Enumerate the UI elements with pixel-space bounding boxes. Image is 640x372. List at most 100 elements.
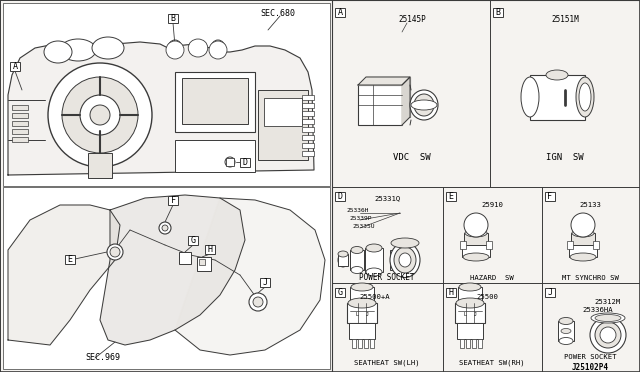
Bar — [260, 278, 270, 287]
Text: 25145P: 25145P — [398, 16, 426, 25]
Bar — [240, 158, 250, 167]
Text: J25102P4: J25102P4 — [572, 362, 609, 372]
Bar — [464, 233, 488, 245]
Text: L: L — [356, 312, 358, 317]
Ellipse shape — [559, 317, 573, 324]
Ellipse shape — [348, 298, 376, 308]
Ellipse shape — [559, 337, 573, 344]
Bar — [460, 241, 466, 249]
Bar — [302, 151, 314, 156]
Bar — [12, 105, 28, 110]
Text: 25133: 25133 — [579, 202, 601, 208]
Circle shape — [80, 95, 120, 135]
Ellipse shape — [351, 247, 363, 253]
Bar — [182, 78, 248, 124]
Ellipse shape — [399, 253, 411, 267]
Text: D: D — [243, 158, 248, 167]
Bar — [478, 339, 482, 348]
Bar — [175, 140, 255, 172]
Text: 25500+A: 25500+A — [360, 294, 390, 300]
Bar — [446, 192, 456, 201]
Bar — [460, 339, 464, 348]
Ellipse shape — [465, 221, 487, 229]
Bar — [12, 129, 28, 134]
Ellipse shape — [188, 39, 208, 57]
Text: IGN  SW: IGN SW — [546, 154, 584, 163]
Polygon shape — [402, 77, 410, 125]
Circle shape — [107, 244, 123, 260]
Circle shape — [464, 213, 488, 237]
Circle shape — [90, 105, 110, 125]
Ellipse shape — [561, 328, 571, 334]
Text: J: J — [474, 312, 476, 317]
Text: J: J — [365, 312, 369, 317]
Text: 25500: 25500 — [476, 294, 498, 300]
Ellipse shape — [211, 40, 225, 56]
Ellipse shape — [595, 314, 621, 321]
Ellipse shape — [191, 40, 205, 56]
Ellipse shape — [338, 251, 348, 257]
Bar — [175, 72, 255, 132]
Text: E: E — [449, 192, 454, 201]
Ellipse shape — [366, 244, 382, 252]
Text: A: A — [13, 62, 17, 71]
Bar — [188, 236, 198, 245]
Bar — [10, 62, 20, 71]
Bar — [486, 241, 492, 249]
Bar — [366, 77, 410, 117]
Text: L: L — [463, 312, 467, 317]
Bar — [446, 288, 456, 297]
Text: G: G — [191, 236, 195, 245]
Polygon shape — [175, 198, 325, 355]
Circle shape — [162, 225, 168, 231]
Text: SEC.969: SEC.969 — [85, 353, 120, 362]
Bar — [390, 250, 410, 270]
Bar — [258, 90, 308, 160]
Text: 25151M: 25151M — [551, 16, 579, 25]
Circle shape — [110, 247, 120, 257]
Bar — [530, 75, 585, 120]
Ellipse shape — [572, 221, 594, 229]
Bar — [88, 153, 112, 178]
Bar — [350, 287, 374, 303]
Bar — [352, 339, 356, 348]
Bar — [335, 192, 345, 201]
Ellipse shape — [44, 41, 72, 63]
Bar — [358, 339, 362, 348]
Text: MT SYNCHRO SW: MT SYNCHRO SW — [561, 275, 618, 281]
Bar — [197, 257, 211, 271]
Text: H: H — [207, 245, 212, 254]
Bar — [493, 8, 503, 17]
Bar — [350, 250, 364, 270]
Text: 25312M: 25312M — [595, 299, 621, 305]
Bar — [302, 135, 314, 140]
Text: F: F — [170, 196, 175, 205]
Bar — [302, 111, 314, 116]
Text: POWER SOCKET: POWER SOCKET — [359, 273, 415, 282]
Bar — [593, 241, 599, 249]
Text: B: B — [170, 14, 175, 23]
Circle shape — [159, 222, 171, 234]
Bar — [168, 196, 178, 205]
Ellipse shape — [60, 39, 96, 61]
Ellipse shape — [456, 298, 484, 308]
Bar — [458, 287, 482, 303]
Bar — [12, 137, 28, 142]
Ellipse shape — [591, 313, 625, 323]
Bar — [358, 85, 402, 125]
Text: HAZARD  SW: HAZARD SW — [470, 275, 514, 281]
Bar — [347, 303, 377, 323]
Circle shape — [249, 293, 267, 311]
Ellipse shape — [579, 83, 591, 111]
Bar — [349, 323, 375, 339]
Bar — [302, 119, 314, 124]
Ellipse shape — [570, 253, 596, 261]
Ellipse shape — [463, 253, 489, 261]
Bar — [3, 187, 330, 369]
Ellipse shape — [410, 90, 438, 120]
Ellipse shape — [366, 268, 382, 276]
Bar — [569, 245, 597, 257]
Text: A: A — [337, 8, 342, 17]
Text: G: G — [337, 288, 342, 297]
Ellipse shape — [465, 229, 487, 237]
